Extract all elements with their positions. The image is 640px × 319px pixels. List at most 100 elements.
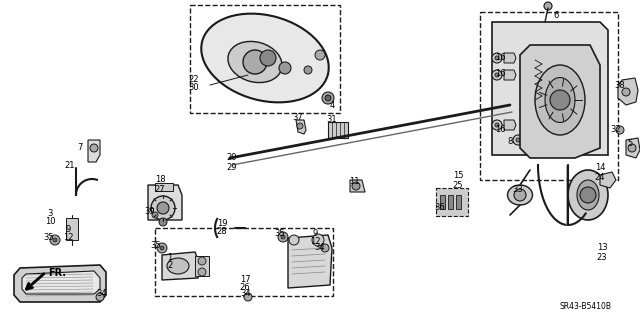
Text: 13: 13 bbox=[596, 243, 607, 253]
Text: 23: 23 bbox=[596, 253, 607, 262]
Polygon shape bbox=[350, 180, 365, 192]
Circle shape bbox=[622, 88, 630, 96]
Ellipse shape bbox=[545, 78, 575, 122]
Text: 29: 29 bbox=[227, 162, 237, 172]
Text: 16: 16 bbox=[495, 54, 506, 63]
Circle shape bbox=[53, 238, 57, 242]
Circle shape bbox=[50, 235, 60, 245]
Text: 30: 30 bbox=[189, 84, 199, 93]
Circle shape bbox=[281, 235, 285, 239]
Circle shape bbox=[198, 268, 206, 276]
Circle shape bbox=[492, 70, 502, 80]
Ellipse shape bbox=[577, 180, 599, 210]
Text: 38: 38 bbox=[614, 81, 625, 91]
Bar bbox=[328, 122, 348, 138]
Polygon shape bbox=[14, 265, 106, 302]
Text: 32: 32 bbox=[611, 125, 621, 135]
Ellipse shape bbox=[508, 185, 532, 205]
Text: SR43-B5410B: SR43-B5410B bbox=[560, 302, 612, 311]
Text: 33: 33 bbox=[513, 186, 524, 195]
Polygon shape bbox=[296, 120, 306, 134]
Text: 12: 12 bbox=[63, 234, 73, 242]
Circle shape bbox=[151, 196, 175, 220]
Circle shape bbox=[325, 95, 331, 101]
Text: 17: 17 bbox=[240, 275, 250, 284]
Circle shape bbox=[289, 235, 299, 245]
Polygon shape bbox=[520, 45, 600, 158]
Polygon shape bbox=[22, 271, 100, 294]
Polygon shape bbox=[504, 120, 516, 130]
Text: 24: 24 bbox=[595, 173, 605, 182]
Circle shape bbox=[96, 293, 104, 301]
Circle shape bbox=[492, 120, 502, 130]
Polygon shape bbox=[148, 185, 182, 220]
Text: 27: 27 bbox=[155, 184, 165, 194]
Text: 11: 11 bbox=[349, 177, 359, 187]
Bar bbox=[195, 256, 209, 276]
Circle shape bbox=[278, 232, 288, 242]
Text: 3: 3 bbox=[47, 209, 52, 218]
Circle shape bbox=[580, 187, 596, 203]
Polygon shape bbox=[162, 252, 200, 280]
Text: 14: 14 bbox=[595, 164, 605, 173]
Bar bbox=[440, 195, 445, 209]
Circle shape bbox=[304, 66, 312, 74]
Text: 31: 31 bbox=[326, 115, 337, 124]
Text: 1: 1 bbox=[168, 253, 173, 262]
Text: 35: 35 bbox=[150, 241, 161, 250]
Text: 9: 9 bbox=[65, 226, 70, 234]
Circle shape bbox=[616, 126, 624, 134]
Circle shape bbox=[279, 62, 291, 74]
Circle shape bbox=[244, 293, 252, 301]
Circle shape bbox=[495, 56, 499, 60]
Ellipse shape bbox=[568, 170, 608, 220]
Text: 20: 20 bbox=[227, 153, 237, 162]
Text: 16: 16 bbox=[495, 69, 506, 78]
Text: 10: 10 bbox=[45, 217, 55, 226]
Polygon shape bbox=[618, 78, 638, 105]
Text: 34: 34 bbox=[97, 288, 108, 298]
Bar bbox=[480, 12, 618, 180]
Bar bbox=[66, 218, 78, 240]
Text: 12: 12 bbox=[310, 236, 320, 246]
Polygon shape bbox=[88, 140, 100, 162]
Polygon shape bbox=[504, 53, 516, 63]
Text: 35: 35 bbox=[275, 229, 285, 239]
Circle shape bbox=[312, 234, 324, 246]
Bar bbox=[456, 195, 461, 209]
Circle shape bbox=[550, 90, 570, 110]
Text: 5: 5 bbox=[627, 138, 632, 147]
Ellipse shape bbox=[167, 258, 189, 274]
Text: 26: 26 bbox=[240, 284, 250, 293]
Bar bbox=[436, 188, 468, 216]
Text: 36: 36 bbox=[435, 204, 445, 212]
Text: 9: 9 bbox=[312, 228, 317, 238]
Circle shape bbox=[492, 53, 502, 63]
Text: 2: 2 bbox=[168, 261, 173, 270]
Bar bbox=[448, 195, 453, 209]
Polygon shape bbox=[504, 70, 516, 80]
Circle shape bbox=[90, 144, 98, 152]
Text: 22: 22 bbox=[189, 76, 199, 85]
Text: 8: 8 bbox=[508, 137, 513, 146]
Circle shape bbox=[628, 144, 636, 152]
Polygon shape bbox=[288, 235, 332, 288]
Circle shape bbox=[322, 92, 334, 104]
Polygon shape bbox=[626, 138, 640, 158]
Text: FR.: FR. bbox=[48, 268, 66, 278]
Text: 25: 25 bbox=[452, 181, 463, 189]
Circle shape bbox=[495, 73, 499, 77]
Ellipse shape bbox=[201, 14, 329, 102]
Ellipse shape bbox=[228, 41, 282, 83]
Text: 35: 35 bbox=[44, 234, 54, 242]
Circle shape bbox=[315, 50, 325, 60]
Circle shape bbox=[544, 2, 552, 10]
Circle shape bbox=[516, 138, 520, 142]
Circle shape bbox=[352, 182, 360, 190]
Circle shape bbox=[321, 244, 329, 252]
Text: 28: 28 bbox=[217, 227, 227, 236]
Text: 16: 16 bbox=[495, 125, 506, 135]
Bar bbox=[155, 183, 173, 191]
Bar bbox=[155, 228, 333, 296]
Circle shape bbox=[260, 50, 276, 66]
